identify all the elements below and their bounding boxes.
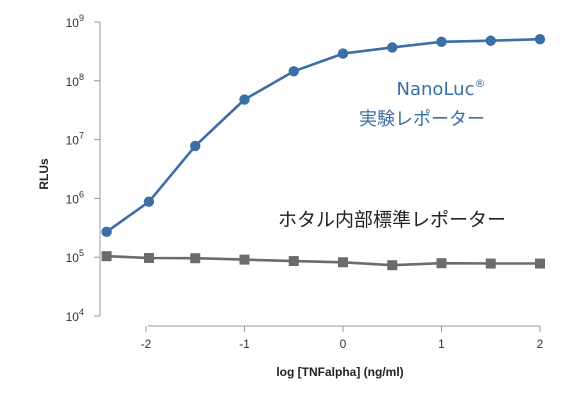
x-tick-label: 2 [537, 337, 544, 351]
series-line [106, 254, 540, 267]
data-point [101, 226, 112, 238]
data-point [239, 254, 250, 265]
x-tick-label: -1 [239, 337, 250, 351]
y-axis-title: RLUs [37, 158, 51, 190]
y-tick-exponent: 6 [79, 189, 84, 199]
y-tick-base: 10 [66, 75, 80, 89]
y-tick-base: 10 [66, 134, 80, 148]
data-point [143, 252, 154, 263]
y-tick-base: 10 [66, 192, 80, 206]
y-tick-label: 106 [66, 189, 84, 206]
data-point [436, 258, 447, 269]
y-tick-base: 10 [66, 251, 80, 265]
y-tick-exponent: 9 [79, 13, 84, 23]
y-tick-label: 107 [66, 131, 84, 148]
x-tick-label: 1 [438, 337, 445, 351]
y-tick-exponent: 4 [79, 307, 84, 317]
data-point [387, 42, 398, 53]
x-tick-label: 0 [340, 337, 347, 351]
data-point [239, 94, 250, 105]
data-point [101, 251, 112, 262]
y-tick-base: 10 [66, 310, 80, 324]
y-tick-label: 104 [66, 307, 84, 324]
x-tick-label: -2 [141, 337, 152, 351]
data-point [190, 253, 201, 264]
data-point [288, 66, 299, 77]
data-point [338, 257, 348, 268]
y-tick-label: 105 [66, 248, 84, 265]
series-nanoluc [101, 33, 546, 238]
data-point [485, 35, 496, 46]
data-point [436, 36, 447, 48]
y-tick-exponent: 7 [79, 131, 84, 141]
x-ticks: -2 -1 0 1 2 [141, 326, 544, 351]
nanoluc-series-label-line1: NanoLuc® [397, 77, 486, 100]
data-point [485, 258, 496, 269]
data-point [143, 196, 155, 207]
series-line [105, 37, 541, 233]
x-axis-title: log [TNFalpha] (ng/ml) [276, 365, 403, 379]
data-point [534, 33, 546, 45]
series-group [101, 33, 546, 271]
data-point [535, 258, 545, 269]
data-point [337, 48, 349, 59]
y-tick-label: 109 [66, 13, 84, 30]
data-point [288, 256, 299, 267]
y-tick-exponent: 5 [79, 248, 84, 258]
data-point [190, 140, 201, 152]
y-tick-label: 108 [66, 72, 84, 89]
y-tick-exponent: 8 [79, 72, 84, 82]
nanoluc-label-text: NanoLuc [397, 79, 475, 100]
y-tick-base: 10 [66, 16, 80, 30]
nanoluc-series-label-line2: 実験レポーター [359, 109, 485, 130]
firefly-series-label: ホタル内部標準レポーター [278, 209, 506, 231]
registered-mark: ® [474, 77, 485, 90]
axes [99, 22, 540, 327]
series-firefly [101, 251, 545, 271]
data-point [387, 260, 398, 271]
